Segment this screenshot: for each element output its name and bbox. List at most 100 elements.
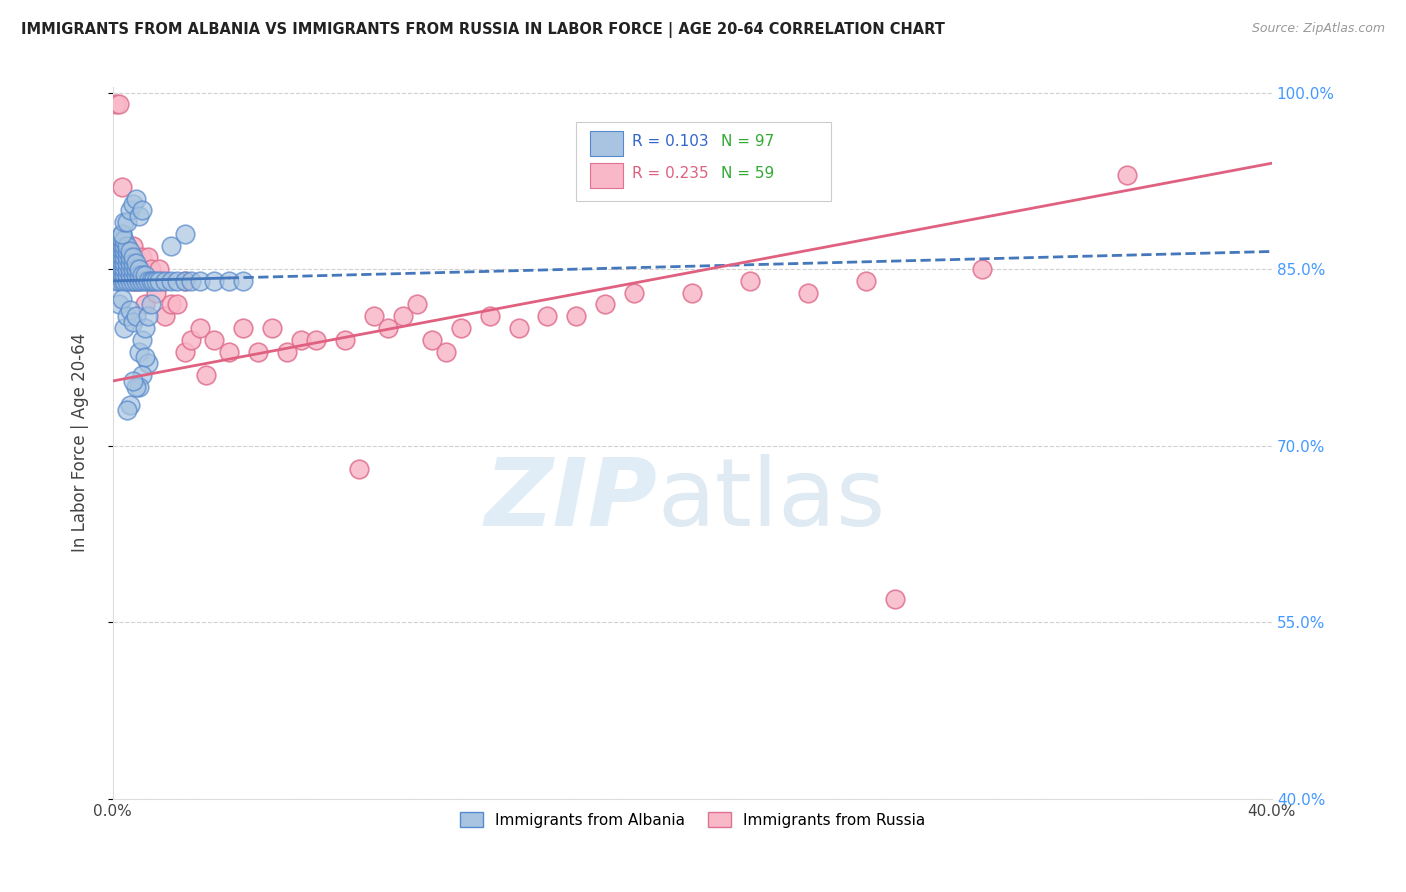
Point bbox=[174, 274, 197, 288]
Point bbox=[110, 244, 132, 259]
Point bbox=[391, 310, 413, 324]
Legend: Immigrants from Albania, Immigrants from Russia: Immigrants from Albania, Immigrants from… bbox=[454, 805, 931, 834]
Point bbox=[136, 310, 159, 324]
Point bbox=[536, 310, 558, 324]
Point bbox=[434, 344, 457, 359]
Y-axis label: In Labor Force | Age 20-64: In Labor Force | Age 20-64 bbox=[72, 334, 89, 552]
Point bbox=[347, 462, 370, 476]
Point bbox=[148, 262, 170, 277]
Point bbox=[110, 179, 132, 194]
Point bbox=[117, 268, 139, 282]
Point bbox=[117, 244, 139, 259]
Text: atlas: atlas bbox=[658, 454, 886, 546]
Point bbox=[148, 274, 170, 288]
Point bbox=[114, 215, 136, 229]
Point bbox=[855, 274, 877, 288]
Point bbox=[232, 274, 254, 288]
Point bbox=[188, 321, 211, 335]
Point bbox=[128, 262, 150, 277]
Point bbox=[120, 262, 142, 277]
Point bbox=[174, 227, 197, 241]
Point bbox=[104, 274, 127, 288]
Point bbox=[114, 238, 136, 252]
Point bbox=[142, 274, 165, 288]
Point bbox=[122, 197, 145, 211]
Point bbox=[122, 274, 145, 288]
Point bbox=[104, 262, 127, 277]
Point bbox=[117, 251, 139, 265]
Point bbox=[125, 380, 148, 394]
Point bbox=[110, 268, 132, 282]
Point bbox=[139, 262, 162, 277]
Point bbox=[120, 251, 142, 265]
Point bbox=[114, 244, 136, 259]
Point bbox=[128, 274, 150, 288]
Point bbox=[122, 374, 145, 388]
Point bbox=[107, 251, 129, 265]
Point bbox=[122, 268, 145, 282]
Point bbox=[117, 403, 139, 417]
Point bbox=[623, 285, 645, 300]
Point bbox=[117, 274, 139, 288]
Point bbox=[120, 397, 142, 411]
Point bbox=[276, 344, 298, 359]
Point bbox=[114, 238, 136, 252]
Point bbox=[110, 227, 132, 241]
Point bbox=[125, 256, 148, 270]
Text: Source: ZipAtlas.com: Source: ZipAtlas.com bbox=[1251, 22, 1385, 36]
Text: N = 59: N = 59 bbox=[721, 166, 775, 181]
Point bbox=[159, 274, 181, 288]
Point bbox=[290, 333, 312, 347]
Point bbox=[246, 344, 269, 359]
Point bbox=[134, 274, 156, 288]
Point bbox=[128, 344, 150, 359]
Point bbox=[120, 274, 142, 288]
Point bbox=[131, 268, 153, 282]
Point bbox=[107, 268, 129, 282]
Point bbox=[128, 209, 150, 223]
Point bbox=[153, 310, 176, 324]
Point bbox=[122, 262, 145, 277]
Point bbox=[107, 262, 129, 277]
Point bbox=[131, 262, 153, 277]
Point bbox=[117, 256, 139, 270]
Point bbox=[107, 274, 129, 288]
Point bbox=[159, 238, 181, 252]
Point bbox=[117, 310, 139, 324]
Point bbox=[134, 351, 156, 365]
Point bbox=[202, 274, 225, 288]
Point bbox=[107, 256, 129, 270]
Point bbox=[150, 274, 173, 288]
Point bbox=[131, 274, 153, 288]
Point bbox=[122, 256, 145, 270]
Point bbox=[145, 274, 167, 288]
Text: ZIP: ZIP bbox=[485, 454, 658, 546]
Point bbox=[110, 233, 132, 247]
Point bbox=[110, 256, 132, 270]
Point bbox=[117, 215, 139, 229]
Point bbox=[125, 268, 148, 282]
Point bbox=[139, 274, 162, 288]
Point bbox=[131, 333, 153, 347]
Point bbox=[681, 285, 703, 300]
Point bbox=[110, 251, 132, 265]
Point bbox=[136, 251, 159, 265]
Point bbox=[114, 256, 136, 270]
Point bbox=[122, 315, 145, 329]
Point bbox=[125, 192, 148, 206]
Point bbox=[232, 321, 254, 335]
Point bbox=[128, 274, 150, 288]
Point bbox=[110, 238, 132, 252]
Text: N = 97: N = 97 bbox=[721, 134, 775, 149]
Point bbox=[131, 368, 153, 382]
Point bbox=[188, 274, 211, 288]
Point bbox=[110, 238, 132, 252]
Point bbox=[305, 333, 328, 347]
Point bbox=[110, 274, 132, 288]
Text: R = 0.235: R = 0.235 bbox=[633, 166, 709, 181]
Point bbox=[110, 262, 132, 277]
Point bbox=[797, 285, 820, 300]
Point bbox=[333, 333, 356, 347]
Point bbox=[117, 238, 139, 252]
Point bbox=[131, 203, 153, 218]
